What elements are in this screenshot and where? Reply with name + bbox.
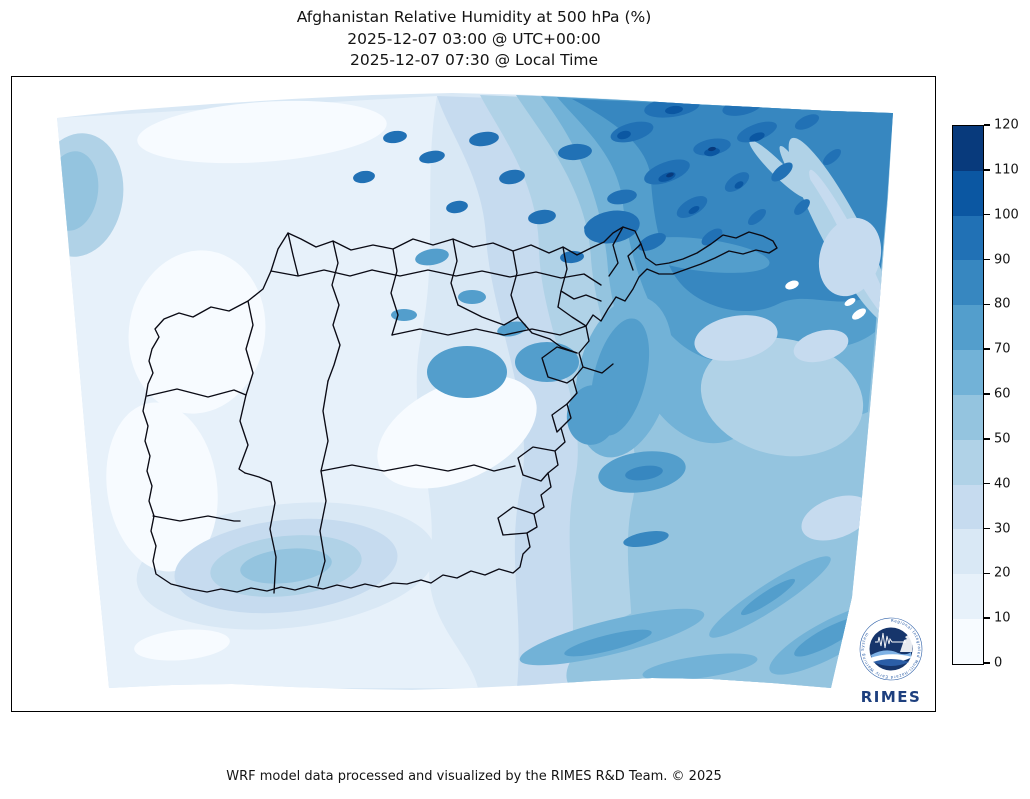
rimes-wordmark: RIMES	[861, 688, 922, 706]
colorbar-tick-label: 80	[994, 296, 1011, 312]
colorbar-segment-1	[953, 170, 983, 216]
province-boundaries	[142, 226, 778, 594]
country-outline	[142, 226, 778, 593]
colorbar: 0 10 20 30 40 50 60 70 80 90 100 110 120	[952, 118, 1030, 671]
colorbar-tick	[984, 393, 990, 395]
colorbar-segment-4	[953, 305, 983, 351]
colorbar-tick	[984, 662, 990, 664]
logo-island-palm	[900, 634, 912, 652]
colorbar-tick	[984, 169, 990, 171]
colorbar-tick-label: 120	[994, 117, 1019, 133]
colorbar-segment-3	[953, 260, 983, 306]
logo-wave-navy	[873, 659, 909, 666]
colorbar-tick-label: 40	[994, 476, 1011, 492]
colorbar-segment-11	[953, 619, 983, 664]
footer-credit: WRF model data processed and visualized …	[226, 769, 722, 784]
colorbar-tick-label: 60	[994, 386, 1011, 402]
map-axes-frame	[11, 76, 936, 712]
colorbar-segment-0	[953, 126, 983, 171]
colorbar-segment-10	[953, 574, 983, 620]
colorbar-tick-label: 90	[994, 252, 1011, 267]
colorbar-tick-label: 70	[994, 341, 1011, 357]
colorbar-tick-label: 50	[994, 431, 1011, 447]
colorbar-tick	[984, 527, 990, 530]
colorbar-segment-5	[953, 350, 983, 395]
title-line-1: Afghanistan Relative Humidity at 500 hPa…	[296, 8, 652, 26]
rimes-logo: Regional Integrated Multi-Hazard Early W…	[848, 606, 938, 710]
colorbar-gradient	[952, 125, 984, 665]
title-line-2: 2025-12-07 03:00 @ UTC+00:00	[347, 29, 601, 48]
offscale-white-spots	[785, 280, 866, 320]
colorbar-tick	[984, 124, 990, 126]
colorbar-tick-label: 110	[994, 162, 1019, 178]
colorbar-tick	[984, 482, 990, 485]
humidity-contour-map	[57, 93, 893, 690]
colorbar-tick	[984, 213, 990, 216]
colorbar-segment-7	[953, 439, 983, 485]
colorbar-tick-label: 30	[994, 521, 1011, 536]
colorbar-tick	[984, 572, 990, 575]
colorbar-tick	[984, 348, 990, 350]
colorbar-tick	[984, 258, 990, 261]
logo-seismograph	[875, 632, 906, 649]
humidity-field	[57, 93, 893, 690]
colorbar-segment-6	[953, 394, 983, 440]
colorbar-segment-9	[953, 529, 983, 575]
figure-title: Afghanistan Relative Humidity at 500 hPa…	[0, 7, 948, 72]
colorbar-tick	[984, 617, 990, 619]
title-line-3: 2025-12-07 07:30 @ Local Time	[349, 51, 599, 69]
colorbar-tick-label: 100	[994, 207, 1019, 223]
colorbar-tick-label: 0	[994, 655, 1003, 671]
colorbar-segment-2	[953, 215, 983, 261]
colorbar-segment-8	[953, 484, 983, 530]
colorbar-tick	[984, 438, 990, 440]
colorbar-tick-label: 10	[994, 610, 1011, 626]
colorbar-tick	[984, 303, 990, 306]
colorbar-tick-label: 20	[994, 565, 1011, 581]
